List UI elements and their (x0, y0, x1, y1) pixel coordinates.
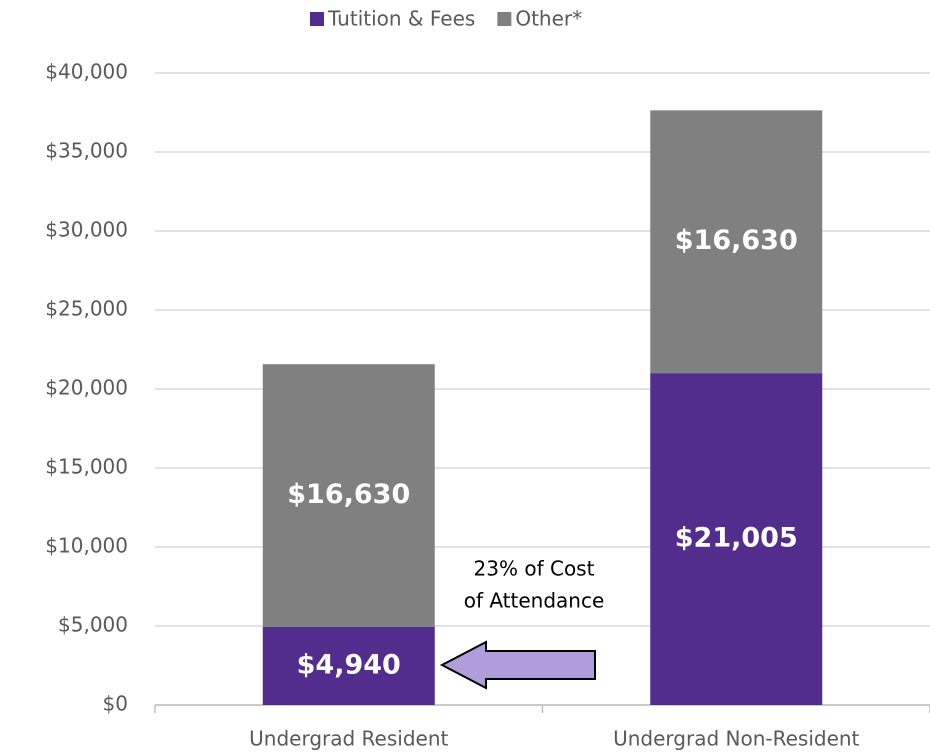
bar-segment (262, 626, 435, 705)
bar-segment (650, 110, 823, 374)
annotation: 23% of Cost (474, 557, 595, 581)
y-tick-label: $10,000 (45, 534, 128, 558)
legend-label: Tutition & Fees (327, 7, 475, 31)
bar-segment (650, 373, 823, 705)
y-tick-label: $5,000 (58, 613, 128, 637)
y-tick-label: $30,000 (45, 218, 128, 242)
y-tick-label: $0 (103, 692, 128, 716)
legend-label: Other* (515, 7, 582, 31)
data-label: $21,005 (675, 523, 798, 554)
data-label: $4,940 (297, 649, 401, 680)
y-tick-label: $35,000 (45, 139, 128, 163)
x-tick-label: Undergrad Non-Resident (613, 727, 859, 751)
y-tick-label: $40,000 (45, 60, 128, 84)
annotation-arrow (439, 640, 596, 690)
annotation: of Attendance (464, 589, 605, 613)
x-tick-label: Undergrad Resident (249, 727, 448, 751)
legend-swatch (497, 12, 512, 26)
data-label: $16,630 (287, 479, 410, 510)
y-tick-label: $15,000 (45, 455, 128, 479)
y-tick-label: $20,000 (45, 376, 128, 400)
legend-swatch (310, 12, 324, 26)
y-tick-label: $25,000 (45, 297, 128, 321)
data-label: $16,630 (675, 225, 798, 256)
bar-segment (262, 364, 435, 627)
